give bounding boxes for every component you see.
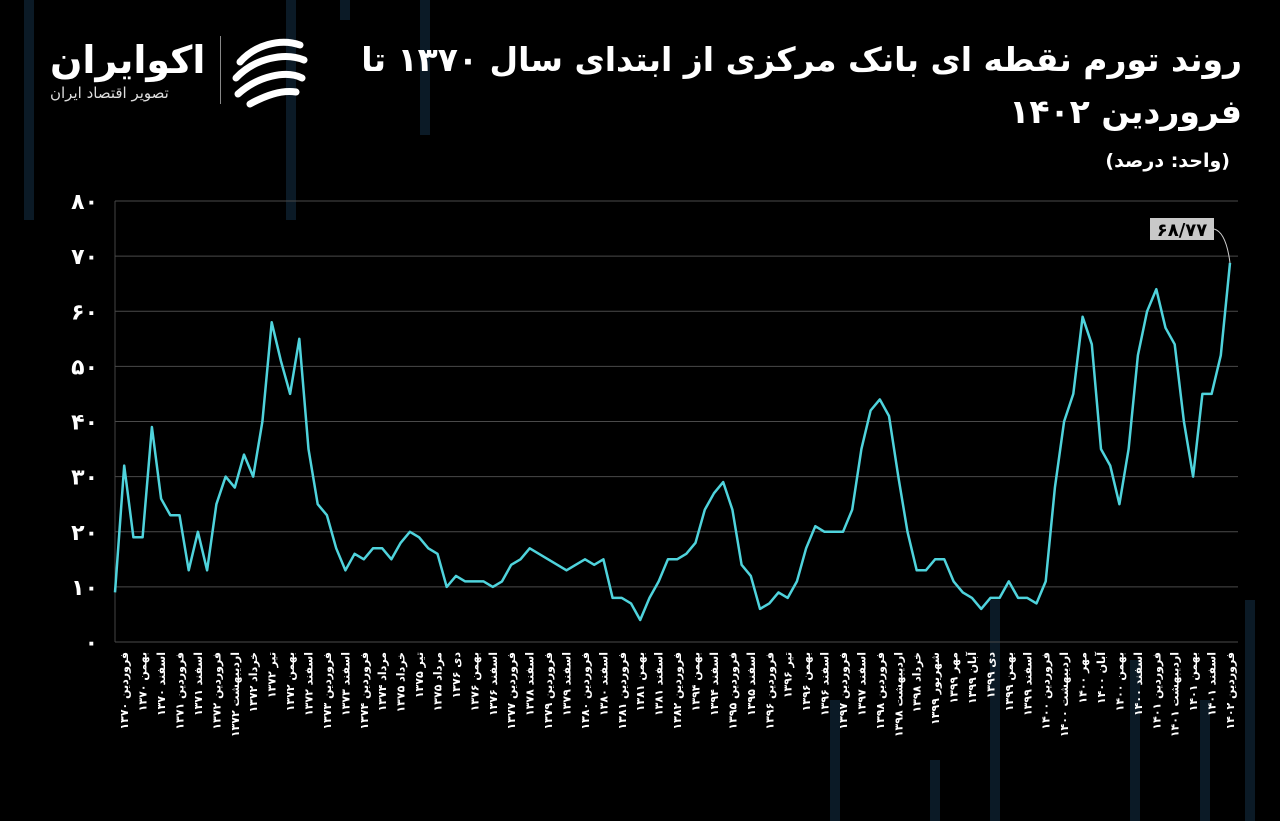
x-tick-label: فروردین ۱۳۷۳ bbox=[321, 652, 334, 730]
x-tick-label: اسفند ۱۳۷۰ bbox=[155, 652, 168, 716]
y-tick-label: ۸۰ bbox=[71, 190, 98, 215]
x-tick-label: بهمن ۱۳۹۶ bbox=[800, 652, 813, 711]
x-tick-label: فروردین ۱۳۸۰ bbox=[579, 652, 592, 730]
x-tick-label: مهر ۱۳۹۹ bbox=[948, 652, 961, 704]
x-tick-label: فروردین ۱۳۹۶ bbox=[763, 652, 776, 730]
x-tick-label: فروردین ۱۳۷۴ bbox=[358, 652, 371, 730]
x-tick-label: فروردین ۱۴۰۱ bbox=[1150, 652, 1163, 730]
y-tick-label: ۲۰ bbox=[71, 521, 98, 546]
x-tick-label: اسفند ۱۳۹۴ bbox=[708, 652, 721, 716]
x-tick-label: بهمن ۱۳۷۰ bbox=[137, 652, 150, 711]
x-tick-label: فروردین ۱۳۷۲ bbox=[210, 652, 223, 730]
x-tick-label: فروردین ۱۴۰۲ bbox=[1224, 652, 1237, 730]
x-tick-label: آبان ۱۳۹۹ bbox=[965, 652, 979, 704]
x-tick-label: اسفند ۱۳۷۸ bbox=[524, 652, 537, 716]
x-tick-label: بهمن ۱۳۹۹ bbox=[1003, 652, 1016, 711]
x-tick-label: تیر ۱۳۷۵ bbox=[413, 652, 426, 698]
x-tick-label: فروردین ۱۳۹۵ bbox=[726, 652, 739, 730]
y-tick-label: ۶۰ bbox=[71, 300, 98, 325]
x-tick-label: خرداد ۱۳۷۲ bbox=[247, 652, 260, 713]
x-tick-label: تیر ۱۳۷۲ bbox=[266, 652, 279, 698]
x-tick-label: تیر ۱۳۹۶ bbox=[782, 652, 795, 698]
logo-tagline: تصویر اقتصاد ایران bbox=[50, 84, 169, 102]
y-tick-label: ۰ bbox=[85, 631, 98, 656]
x-tick-label: اسفند ۱۳۷۳ bbox=[339, 652, 352, 716]
x-tick-label: فروردین ۱۳۹۷ bbox=[837, 652, 850, 730]
x-tick-label: مرداد ۱۳۷۴ bbox=[376, 652, 389, 711]
x-tick-label: اردیبهشت ۱۳۹۸ bbox=[892, 652, 905, 737]
x-tick-label: اسفند ۱۳۷۱ bbox=[192, 652, 205, 716]
x-tick-label: دی ۱۳۷۶ bbox=[450, 652, 463, 699]
x-tick-label: اردیبهشت ۱۴۰۱ bbox=[1169, 652, 1182, 737]
x-tick-label: دی ۱۳۹۹ bbox=[984, 652, 997, 699]
x-tick-label: اسفند ۱۴۰۰ bbox=[1132, 652, 1145, 716]
x-tick-label: اسفند ۱۳۸۰ bbox=[597, 652, 610, 716]
x-tick-label: اسفند ۱۳۹۶ bbox=[819, 652, 832, 716]
x-tick-label: اسفند ۱۳۹۵ bbox=[745, 652, 758, 716]
logo-name: اکوایران bbox=[50, 38, 206, 82]
x-tick-label: فروردین ۱۳۷۷ bbox=[505, 652, 518, 730]
chart-title: روند تورم نقطه ای بانک مرکزی از ابتدای س… bbox=[361, 40, 1242, 131]
unit-label: (واحد: درصد) bbox=[1105, 150, 1230, 172]
y-tick-label: ۱۰ bbox=[71, 576, 98, 601]
y-tick-label: ۴۰ bbox=[71, 411, 98, 436]
x-tick-label: بهمن ۱۴۰۱ bbox=[1187, 652, 1200, 711]
x-tick-label: اسفند ۱۳۷۹ bbox=[561, 652, 574, 716]
x-tick-label: خرداد ۱۳۹۸ bbox=[911, 652, 924, 713]
x-tick-label: فروردین ۱۳۹۸ bbox=[874, 652, 887, 730]
x-tick-label: فروردین ۱۳۷۹ bbox=[542, 652, 555, 730]
y-tick-label: ۵۰ bbox=[71, 355, 98, 380]
logo-separator bbox=[220, 36, 221, 104]
x-tick-label: اردیبهشت ۱۳۷۲ bbox=[229, 652, 242, 737]
x-tick-label: اسفند ۱۳۷۲ bbox=[303, 652, 316, 716]
x-tick-label: اسفند ۱۳۹۷ bbox=[855, 652, 868, 716]
x-tick-label: شهریور ۱۳۹۹ bbox=[929, 652, 942, 725]
annotation: ۶۸/۷۷ bbox=[1157, 220, 1208, 241]
x-tick-label: بهمن ۱۴۰۰ bbox=[1113, 652, 1126, 711]
y-tick-label: ۷۰ bbox=[71, 245, 98, 270]
y-tick-label: ۳۰ bbox=[71, 466, 98, 491]
x-tick-label: فروردین ۱۳۷۱ bbox=[174, 652, 187, 730]
x-tick-label: خرداد ۱۳۷۵ bbox=[395, 652, 408, 713]
x-tick-label: مرداد ۱۳۷۵ bbox=[432, 652, 445, 711]
x-tick-label: اسفند ۱۳۷۶ bbox=[487, 652, 500, 716]
background-decor bbox=[24, 0, 1255, 821]
x-tick-label: اسفند ۱۴۰۱ bbox=[1206, 652, 1219, 716]
x-tick-label: آبان ۱۴۰۰ bbox=[1094, 652, 1108, 704]
x-tick-label: فروردین ۱۳۸۱ bbox=[616, 652, 629, 730]
x-tick-label: بهمن ۱۳۸۱ bbox=[634, 652, 647, 711]
data-line bbox=[113, 262, 1232, 622]
x-tick-label: فروردین ۱۳۸۲ bbox=[671, 652, 684, 730]
x-tick-label: فروردین ۱۳۷۰ bbox=[118, 652, 131, 730]
x-tick-label: اسفند ۱۳۸۱ bbox=[653, 652, 666, 716]
x-tick-label: مهر ۱۴۰۰ bbox=[1077, 652, 1090, 704]
x-tick-label: اردیبهشت ۱۴۰۰ bbox=[1058, 652, 1071, 737]
x-tick-label: اسفند ۱۳۹۹ bbox=[1021, 652, 1034, 716]
x-tick-label: بهمن ۱۳۹۴ bbox=[690, 652, 703, 711]
logo-icon bbox=[232, 38, 308, 108]
x-tick-label: فروردین ۱۴۰۰ bbox=[1040, 652, 1053, 730]
x-tick-label: بهمن ۱۳۷۲ bbox=[284, 652, 297, 711]
annotation-connector bbox=[1213, 228, 1231, 263]
annotation-box bbox=[1150, 218, 1214, 240]
x-tick-label: بهمن ۱۳۷۶ bbox=[468, 652, 481, 711]
